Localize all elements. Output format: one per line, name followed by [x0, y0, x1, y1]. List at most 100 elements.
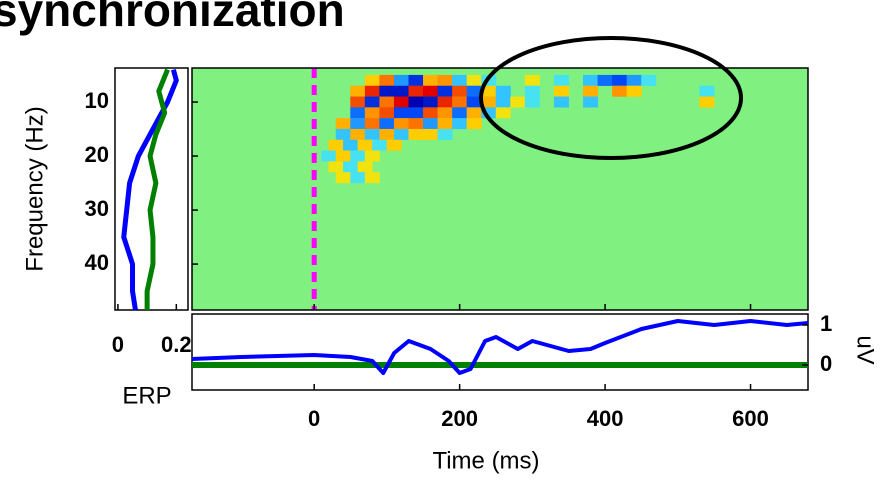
- erp-panel: 0 200 400 600 0 1: [191, 304, 832, 431]
- heat-cell: [372, 139, 388, 151]
- heat-cell: [553, 85, 569, 97]
- spectrum-line: [144, 68, 170, 310]
- heat-cell: [393, 118, 409, 130]
- heat-cell: [452, 96, 468, 108]
- heat-cell: [466, 107, 482, 119]
- heat-cell: [357, 161, 373, 173]
- heat-cell: [423, 118, 439, 130]
- heat-cell: [481, 107, 497, 119]
- heat-cell: [612, 74, 628, 86]
- heat-cell: [393, 85, 409, 97]
- heat-cell: [597, 74, 613, 86]
- heat-cell: [379, 128, 395, 140]
- heat-cell: [364, 172, 380, 184]
- heat-cell: [495, 85, 511, 97]
- map-panel: 10 20 30 40: [85, 67, 809, 311]
- heat-cell: [408, 128, 424, 140]
- x-tick-label: 0: [112, 332, 124, 357]
- y-tick-label: 20: [85, 142, 109, 167]
- heat-cell: [350, 172, 366, 184]
- heat-cell: [408, 74, 424, 86]
- heat-cell: [408, 96, 424, 108]
- heat-cell: [553, 96, 569, 108]
- heat-cell: [495, 107, 511, 119]
- y-axis-label: Frequency (Hz): [21, 106, 48, 271]
- heat-cell: [386, 139, 402, 151]
- heat-cell: [357, 139, 373, 151]
- heat-cell: [379, 85, 395, 97]
- x-axis-label: ERP: [122, 382, 171, 409]
- erp-spectrum-panel: 0 0.2: [112, 67, 192, 357]
- heat-cell: [423, 96, 439, 108]
- heat-cell: [583, 74, 599, 86]
- heat-cell: [466, 74, 482, 86]
- heat-cell: [437, 85, 453, 97]
- heat-cell: [423, 85, 439, 97]
- heat-cell: [481, 96, 497, 108]
- heat-cell: [350, 128, 366, 140]
- heat-cell: [452, 74, 468, 86]
- x-tick-label: 0.2: [161, 332, 192, 357]
- heat-cell: [328, 161, 344, 173]
- heat-cell: [379, 96, 395, 108]
- heat-cell: [393, 107, 409, 119]
- x-tick-label: 200: [441, 406, 478, 431]
- heat-cell: [423, 74, 439, 86]
- heat-cell: [364, 107, 380, 119]
- x-tick-label: 0: [308, 406, 320, 431]
- heat-cell: [408, 107, 424, 119]
- erp-line: [191, 319, 809, 375]
- heat-cell: [452, 107, 468, 119]
- heat-cell: [393, 96, 409, 108]
- heat-cell: [423, 107, 439, 119]
- heat-cell: [408, 118, 424, 130]
- heat-cell: [364, 150, 380, 162]
- heat-cell: [343, 139, 359, 151]
- heat-cell: [699, 96, 715, 108]
- heat-cell: [350, 107, 366, 119]
- heat-cell: [452, 118, 468, 130]
- annotation-ellipse: [479, 36, 743, 160]
- heat-cell: [364, 85, 380, 97]
- x-tick-label: 400: [587, 406, 624, 431]
- heat-cell: [379, 118, 395, 130]
- heat-cell: [452, 85, 468, 97]
- heat-cell: [364, 74, 380, 86]
- heat-cell: [350, 85, 366, 97]
- heat-cell: [408, 85, 424, 97]
- heat-cell: [350, 118, 366, 130]
- heat-cell: [437, 107, 453, 119]
- y-tick-label: 40: [85, 250, 109, 275]
- heat-cell: [379, 107, 395, 119]
- heat-cell: [524, 85, 540, 97]
- title: synchronization: [0, 0, 345, 36]
- heat-cell: [379, 74, 395, 86]
- y2-tick-label: 1: [820, 311, 832, 336]
- heat-cell: [350, 150, 366, 162]
- x-axis-label: Time (ms): [432, 447, 539, 474]
- y-tick-label: 10: [85, 88, 109, 113]
- heat-cell: [626, 74, 642, 86]
- heat-cell: [612, 85, 628, 97]
- heat-cell: [364, 118, 380, 130]
- heat-cell: [466, 96, 482, 108]
- heat-cell: [466, 85, 482, 97]
- heat-cell: [437, 96, 453, 108]
- heat-cell: [524, 74, 540, 86]
- heat-cell: [321, 150, 337, 162]
- heat-cell: [328, 139, 344, 151]
- y2-axis-label: uV: [852, 335, 879, 364]
- heat-cell: [393, 128, 409, 140]
- heat-cell: [481, 85, 497, 97]
- erp-frame: [191, 313, 809, 391]
- y2-tick-label: 0: [820, 351, 832, 376]
- heat-cell: [583, 85, 599, 97]
- heat-cell: [335, 128, 351, 140]
- heat-cell: [343, 161, 359, 173]
- heat-cell: [423, 128, 439, 140]
- heat-cell: [641, 74, 657, 86]
- heat-cell: [583, 96, 599, 108]
- heat-cell: [364, 96, 380, 108]
